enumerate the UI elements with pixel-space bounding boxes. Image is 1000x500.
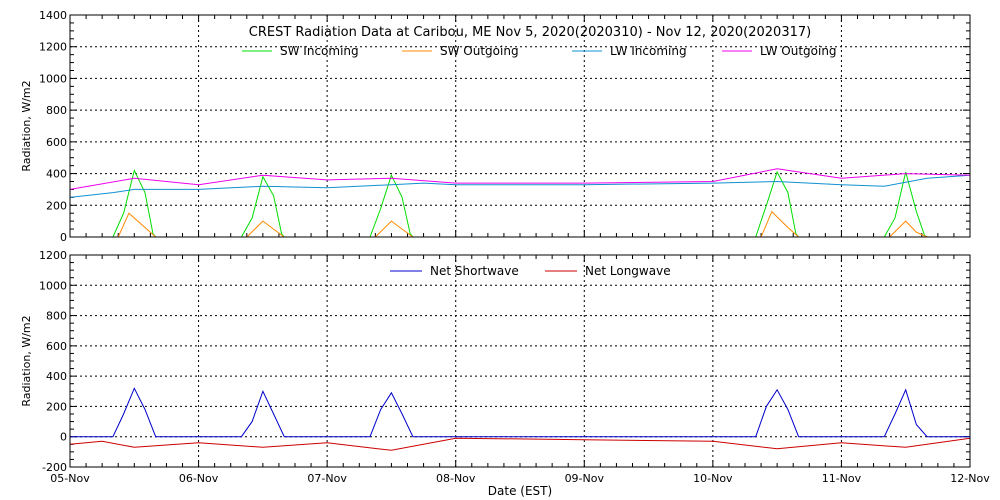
x-tick-label: 06-Nov bbox=[179, 472, 219, 485]
y-tick-label: 400 bbox=[46, 370, 67, 383]
legend-label: SW Outgoing bbox=[440, 44, 519, 58]
legend-label: LW Incoming bbox=[610, 44, 687, 58]
chart-title: CREST Radiation Data at Caribou, ME Nov … bbox=[249, 25, 811, 40]
y-tick-label: 0 bbox=[60, 431, 67, 444]
series-line-sw-incoming bbox=[70, 168, 970, 238]
panel-2: -200 0 200 400 600 800 1000 1200 Radiation, W/m2… bbox=[20, 249, 971, 474]
y-axis-label: Radiation, W/m2 bbox=[20, 315, 33, 406]
series-line-lw-outgoing bbox=[69, 168, 971, 190]
legend-label: Net Shortwave bbox=[430, 264, 519, 278]
x-tick-label: 07-Nov bbox=[307, 472, 347, 485]
legend-label: SW Incoming bbox=[280, 44, 359, 58]
series-line-lw-incoming bbox=[69, 174, 971, 198]
y-tick-label: 0 bbox=[60, 231, 67, 244]
x-tick-label: 08-Nov bbox=[436, 472, 476, 485]
y-tick-label: 400 bbox=[46, 168, 67, 181]
x-tick-label: 05-Nov bbox=[50, 472, 90, 485]
y-tick-label: 1200 bbox=[39, 41, 67, 54]
y-axis-label: Radiation, W/m2 bbox=[20, 80, 33, 171]
y-tick-label: -200 bbox=[42, 461, 67, 474]
series-line-net-longwave bbox=[69, 437, 971, 451]
legend-label: Net Longwave bbox=[585, 264, 671, 278]
plot-frame bbox=[69, 14, 971, 238]
y-tick-label: 1400 bbox=[39, 9, 67, 22]
y-tick-label: 600 bbox=[46, 340, 67, 353]
y-tick-label: 800 bbox=[46, 104, 67, 117]
x-tick-label: 09-Nov bbox=[565, 472, 605, 485]
y-tick-label: 800 bbox=[46, 310, 67, 323]
plot-frame bbox=[69, 254, 971, 468]
panel-1: 0 200 400 600 800 1000 1200 1400 Radiation, W/m2… bbox=[20, 9, 971, 244]
x-axis-label: Date (EST) bbox=[488, 484, 552, 498]
x-tick-label: 12-Nov bbox=[950, 472, 990, 485]
y-tick-label: 1000 bbox=[39, 72, 67, 85]
series-line-net-shortwave bbox=[70, 387, 970, 438]
y-tick-label: 1000 bbox=[39, 279, 67, 292]
series-line-sw-outgoing bbox=[70, 210, 970, 238]
y-tick-label: 1200 bbox=[39, 249, 67, 262]
x-tick-label: 11-Nov bbox=[822, 472, 862, 485]
y-tick-label: 200 bbox=[46, 199, 67, 212]
y-tick-label: 600 bbox=[46, 136, 67, 149]
legend-label: LW Outgoing bbox=[760, 44, 837, 58]
y-tick-label: 200 bbox=[46, 400, 67, 413]
x-tick-label: 10-Nov bbox=[693, 472, 733, 485]
